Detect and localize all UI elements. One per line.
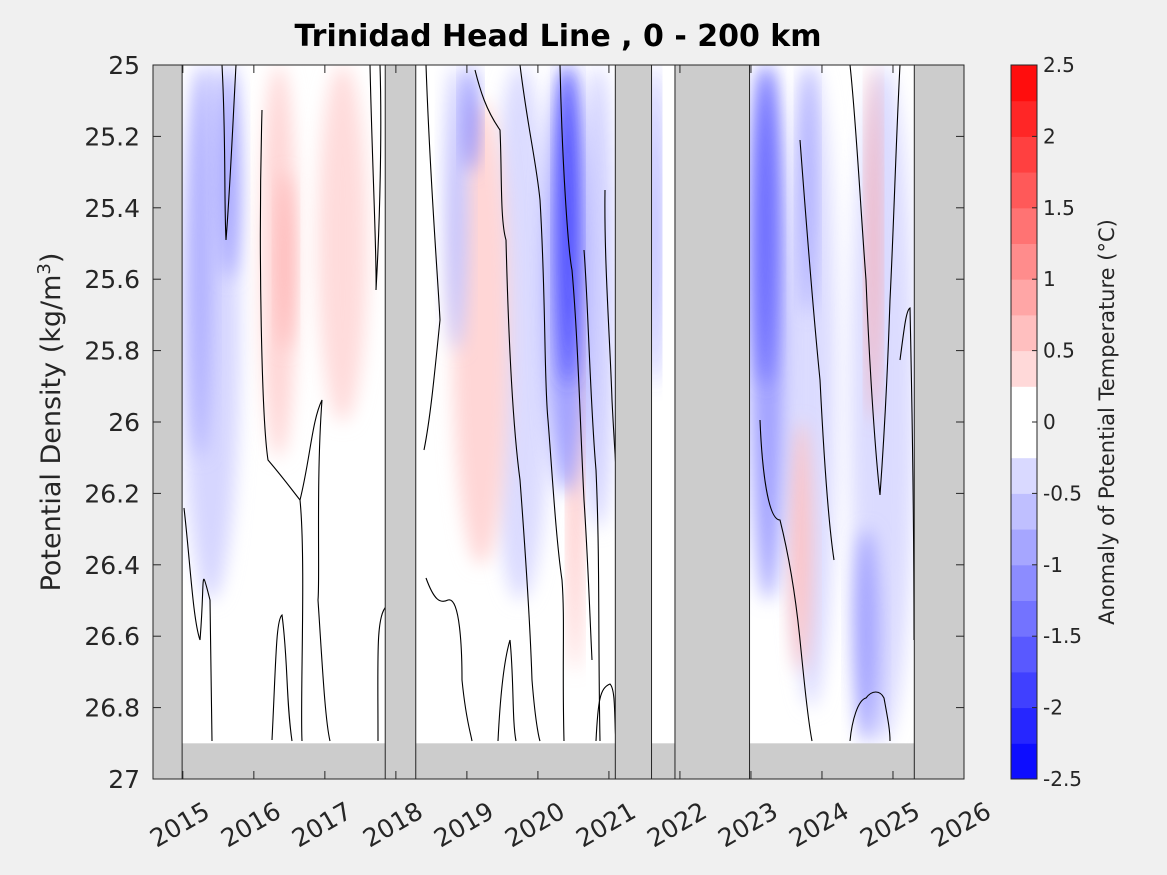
anomaly-blob bbox=[317, 65, 368, 422]
anomaly-blob bbox=[868, 65, 879, 422]
colorbar-tick-label: 2 bbox=[1043, 124, 1056, 148]
colorbar-segment bbox=[1011, 243, 1037, 280]
anomaly-blob bbox=[445, 65, 467, 351]
colorbar-tick-label: 2.5 bbox=[1043, 53, 1075, 77]
colorbar-segment bbox=[1011, 636, 1037, 673]
colorbar-segment bbox=[1011, 65, 1037, 102]
colorbar-label: Anomaly of Potential Temperature (°C) bbox=[1095, 219, 1119, 625]
y-axis-label-text: Potential Density (kg/m bbox=[36, 275, 67, 592]
colorbar-tick-label: 1 bbox=[1043, 267, 1056, 291]
x-tick-label: 2025 bbox=[855, 796, 925, 853]
x-tick-label: 2015 bbox=[145, 796, 215, 853]
colorbar-segment bbox=[1011, 493, 1037, 530]
y-axis-label-close: ) bbox=[36, 253, 67, 264]
no-data-bottom-band bbox=[153, 743, 964, 779]
colorbar-segment bbox=[1011, 100, 1037, 137]
anomaly-blob bbox=[754, 65, 776, 387]
anomaly-blob bbox=[800, 65, 815, 315]
y-axis: 25 25.2 25.4 25.6 25.8 26 26.2 26.4 26.6 26.8 27 bbox=[84, 51, 964, 794]
no-data-period bbox=[384, 65, 417, 779]
colorbar-tick-label: 0.5 bbox=[1043, 339, 1075, 363]
anomaly-blob bbox=[790, 422, 812, 672]
anomaly-blob bbox=[452, 100, 510, 565]
colorbar-tick-label: 0 bbox=[1043, 410, 1056, 434]
no-data-period bbox=[614, 65, 653, 779]
zero-contour-lines bbox=[183, 65, 915, 742]
anomaly-blob bbox=[559, 65, 577, 387]
y-tick-label: 25.2 bbox=[84, 122, 140, 151]
y-tick-label: 26.4 bbox=[84, 551, 140, 580]
y-tick-label: 25.6 bbox=[84, 265, 140, 294]
x-tick-label: 2026 bbox=[926, 796, 996, 853]
colorbar-segment bbox=[1011, 457, 1037, 494]
colorbar-segment bbox=[1011, 564, 1037, 601]
y-tick-label: 27 bbox=[108, 765, 140, 794]
colorbar: 2.5 2 1.5 1 0.5 0 -0.5 -1 -1.5 -2 -2.5 bbox=[1010, 53, 1082, 791]
x-tick-label: 2018 bbox=[358, 796, 428, 853]
y-tick-label: 25 bbox=[108, 51, 140, 80]
colorbar-tick-label: 1.5 bbox=[1043, 196, 1075, 220]
x-tick-label: 2022 bbox=[642, 796, 712, 853]
chart-title: Trinidad Head Line , 0 - 200 km bbox=[294, 19, 821, 54]
colorbar-segment bbox=[1011, 707, 1037, 744]
colorbar-segment bbox=[1011, 314, 1037, 352]
colorbar-tick-label: -1 bbox=[1043, 553, 1063, 577]
anomaly-blob bbox=[651, 65, 659, 387]
y-tick-label: 25.4 bbox=[84, 194, 140, 223]
x-tick-label: 2021 bbox=[571, 796, 641, 853]
no-data-period bbox=[674, 65, 751, 779]
x-tick-label: 2023 bbox=[713, 796, 783, 853]
y-axis-label: Potential Density (kg/m3) bbox=[34, 253, 67, 592]
anomaly-blob bbox=[218, 65, 240, 280]
colorbar-tick-label: -1.5 bbox=[1043, 624, 1082, 648]
colorbar-segment bbox=[1011, 743, 1037, 780]
anomaly-blob bbox=[278, 172, 293, 351]
y-axis-label-superscript: 3 bbox=[34, 263, 55, 274]
anomaly-blob bbox=[853, 529, 879, 744]
colorbar-tick-label: -2 bbox=[1043, 696, 1063, 720]
colorbar-tick-label: -0.5 bbox=[1043, 481, 1082, 505]
colorbar-segment bbox=[1011, 136, 1037, 173]
x-tick-label: 2019 bbox=[429, 796, 499, 853]
anomaly-blob bbox=[189, 65, 212, 458]
y-tick-label: 26.8 bbox=[84, 694, 140, 723]
no-data-regions bbox=[153, 65, 964, 779]
colorbar-segment bbox=[1011, 422, 1037, 459]
colorbar-segment bbox=[1011, 279, 1037, 316]
colorbar-segment bbox=[1011, 386, 1037, 423]
y-tick-label: 26.6 bbox=[84, 622, 140, 651]
x-tick-label: 2024 bbox=[784, 796, 854, 853]
x-tick-label: 2020 bbox=[500, 796, 570, 853]
colorbar-segment bbox=[1011, 671, 1037, 709]
colorbar-tick-label: -2.5 bbox=[1043, 767, 1082, 791]
colorbar-segment bbox=[1011, 172, 1037, 209]
anomaly-field bbox=[182, 65, 915, 744]
x-tick-label: 2017 bbox=[287, 796, 357, 853]
anomaly-blob bbox=[463, 65, 478, 173]
y-tick-label: 26.2 bbox=[84, 479, 140, 508]
colorbar-segment bbox=[1011, 350, 1037, 387]
x-tick-label: 2016 bbox=[216, 796, 286, 853]
colorbar-segment bbox=[1011, 529, 1037, 566]
anomaly-blob bbox=[580, 65, 616, 530]
colorbar-segment bbox=[1011, 600, 1037, 637]
y-tick-label: 25.8 bbox=[84, 337, 140, 366]
y-tick-label: 26 bbox=[108, 408, 140, 437]
colorbar-segment bbox=[1011, 207, 1037, 244]
